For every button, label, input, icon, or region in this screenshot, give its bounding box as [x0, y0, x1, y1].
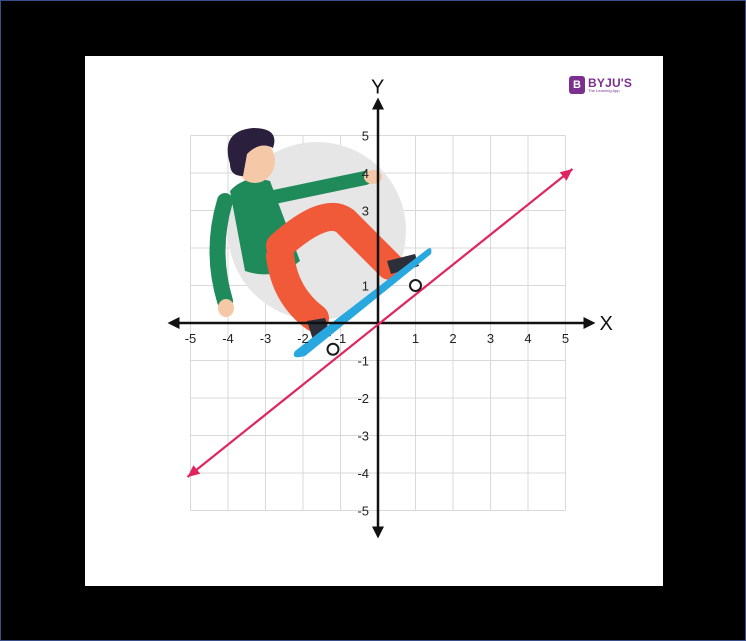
series-line [186, 168, 574, 478]
brand-mark-icon: B [569, 76, 585, 94]
x-axis-label: X [600, 313, 613, 335]
x-tick-label: -3 [260, 331, 272, 346]
leg-back [266, 242, 329, 332]
y-tick-label: -2 [357, 391, 369, 406]
x-tick-label: -2 [297, 331, 309, 346]
series-arrow-start [187, 465, 201, 477]
y-tick-label: -5 [357, 504, 369, 519]
x-tick-label: -4 [222, 331, 234, 346]
data-point [409, 279, 422, 292]
brand-name: BYJU'S [588, 76, 633, 90]
x-tick-label: 5 [562, 331, 569, 346]
leg-front [266, 203, 404, 280]
y-tick-label: 3 [362, 204, 369, 219]
y-tick-label: 4 [362, 166, 369, 181]
skateboarder-illustration [209, 128, 432, 358]
y-tick-label: -1 [357, 354, 369, 369]
x-axis-arrow-left [167, 317, 180, 329]
brand-logo: B BYJU'S The Learning App [569, 76, 632, 94]
skateboard [293, 248, 432, 358]
x-tick-label: 2 [449, 331, 456, 346]
brand-tagline: The Learning App [588, 88, 620, 93]
coordinate-plane: -5 -4 -3 -2 -1 1 2 3 4 5 5 4 3 1 -1 -2 -3 -4 -5 X Y [167, 77, 613, 539]
series [186, 168, 574, 478]
y-axis-arrow-up [372, 97, 384, 110]
y-tick-label: 5 [362, 129, 369, 144]
x-tick-label: -1 [335, 331, 347, 346]
tick-labels: -5 -4 -3 -2 -1 1 2 3 4 5 5 4 3 1 -1 -2 -3 -4 -5 [185, 129, 569, 519]
y-tick-label: -3 [357, 429, 369, 444]
y-axis-label: Y [371, 77, 384, 99]
y-tick-label: 1 [362, 279, 369, 294]
x-axis-arrow-right [583, 317, 596, 329]
x-tick-label: 4 [524, 331, 531, 346]
series-arrow-end [559, 169, 573, 181]
chart-card: -5 -4 -3 -2 -1 1 2 3 4 5 5 4 3 1 -1 -2 -3 -4 -5 X Y B BYJU… [85, 56, 663, 586]
back-arm [209, 193, 233, 309]
hair [227, 128, 275, 176]
data-points [326, 279, 422, 356]
x-tick-label: -5 [185, 331, 197, 346]
y-axis-arrow-down [372, 526, 384, 539]
y-tick-label: -4 [357, 466, 369, 481]
data-point [326, 342, 340, 356]
shoe-front [387, 254, 419, 274]
x-tick-label: 3 [487, 331, 494, 346]
x-tick-label: 1 [412, 331, 419, 346]
back-hand [218, 299, 234, 317]
